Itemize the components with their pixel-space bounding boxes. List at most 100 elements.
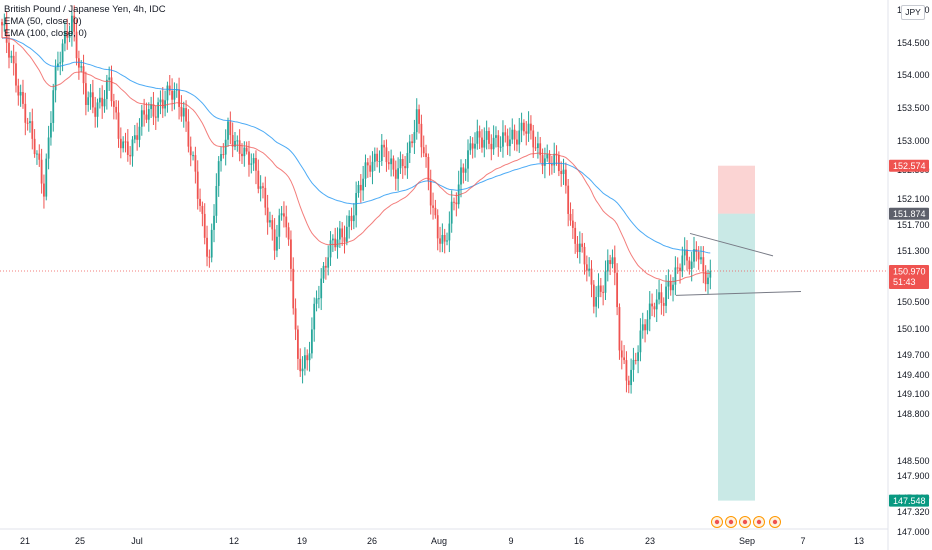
candle-body (639, 330, 642, 353)
price-tag-label: 150.970 (893, 267, 926, 277)
candle-body (273, 229, 276, 251)
candle-body (66, 31, 69, 38)
candle-body (143, 110, 146, 115)
x-axis-labels: 21 25 Jul 12 19 26 Aug 9 16 23 Sep 7 13 (20, 536, 864, 546)
candle-body (399, 159, 402, 169)
take-profit-zone[interactable] (718, 213, 755, 501)
candle-body (637, 352, 639, 362)
candle-body (527, 123, 530, 134)
candle-body (483, 139, 486, 148)
price-tag-label: 152.574 (893, 161, 926, 171)
candle-body (688, 260, 691, 270)
candle-body (488, 131, 490, 144)
event-marker-icon (739, 516, 751, 528)
currency-badge[interactable]: JPY (901, 5, 925, 20)
candle-body (105, 79, 108, 100)
candle-body (64, 31, 66, 44)
legend-ema-100[interactable]: EMA (100, close, 0) (4, 28, 87, 39)
candle-body (418, 109, 420, 124)
candle-body (359, 184, 362, 191)
candle-body (646, 319, 649, 331)
candle-body (523, 122, 525, 132)
candle-body (669, 281, 672, 291)
candle-body (709, 271, 712, 278)
candle-body (683, 249, 686, 256)
candle-body (71, 15, 73, 36)
candle-body (180, 106, 183, 117)
candle-body (606, 260, 609, 272)
candle-body (182, 108, 185, 117)
candle-body (697, 252, 700, 260)
y-tick-label: 154.000 (897, 70, 930, 80)
candle-body (543, 158, 546, 166)
candle-body (124, 141, 127, 143)
y-tick-label: 149.400 (897, 370, 930, 380)
candle-body (588, 268, 591, 271)
candle-body (369, 165, 372, 172)
candle-body (457, 184, 460, 205)
candle-body (75, 31, 78, 59)
candle-body (73, 15, 76, 32)
candle-body (343, 237, 346, 242)
candle-body (509, 139, 511, 147)
candle-body (676, 267, 679, 269)
candle-body (310, 329, 313, 354)
candle-body (94, 107, 97, 117)
candle-body (364, 162, 367, 179)
candle-body (383, 144, 386, 148)
candle-body (196, 171, 199, 199)
candle-body (61, 43, 64, 63)
candle-body (700, 257, 702, 260)
candle-body (460, 167, 462, 185)
candle-body (562, 169, 565, 175)
candle-body (390, 158, 393, 165)
candle-body (68, 35, 71, 38)
candle-body (271, 220, 274, 230)
x-tick-label: 26 (367, 536, 377, 546)
candle-body (583, 246, 586, 265)
event-marker-icon (753, 516, 765, 528)
candle-body (126, 141, 129, 155)
candle-body (297, 329, 299, 359)
candle-body (450, 201, 453, 224)
candle-body (539, 143, 542, 156)
candle-body (243, 147, 246, 157)
candle-body (648, 303, 651, 320)
candle-body (50, 122, 52, 138)
candle-body (285, 216, 288, 228)
candle-body (26, 122, 29, 124)
candle-body (385, 147, 388, 163)
candle-body (54, 67, 57, 91)
candle-body (436, 215, 439, 239)
candle-body (658, 292, 660, 300)
candle-body (336, 239, 339, 248)
candle-body (3, 23, 6, 26)
candle-body (187, 121, 190, 147)
y-tick-label: 149.100 (897, 389, 930, 399)
candle-body (625, 360, 628, 381)
y-tick-label: 150.100 (897, 324, 930, 334)
legend-ema-50[interactable]: EMA (50, close, 0) (4, 16, 82, 27)
candle-body (613, 257, 616, 273)
trendlines[interactable] (675, 232, 802, 296)
candle-body (57, 63, 59, 68)
y-tick-label: 150.500 (897, 297, 930, 307)
x-tick-label: Jul (131, 536, 143, 546)
candle-body (499, 146, 502, 148)
candle-body (194, 155, 197, 172)
candle-body (154, 116, 157, 118)
x-tick-label: 12 (229, 536, 239, 546)
candle-body (157, 102, 160, 118)
candle-body (469, 143, 472, 151)
stop-loss-zone[interactable] (718, 165, 755, 214)
candle-body (152, 104, 155, 117)
candle-body (136, 135, 139, 140)
candle-body (548, 154, 551, 165)
y-axis-labels: 155.000154.500154.000153.500153.000152.5… (897, 5, 930, 537)
candle-body (590, 268, 593, 285)
candle-body (618, 307, 621, 351)
candle-body (140, 110, 143, 127)
event-markers[interactable] (711, 516, 781, 528)
